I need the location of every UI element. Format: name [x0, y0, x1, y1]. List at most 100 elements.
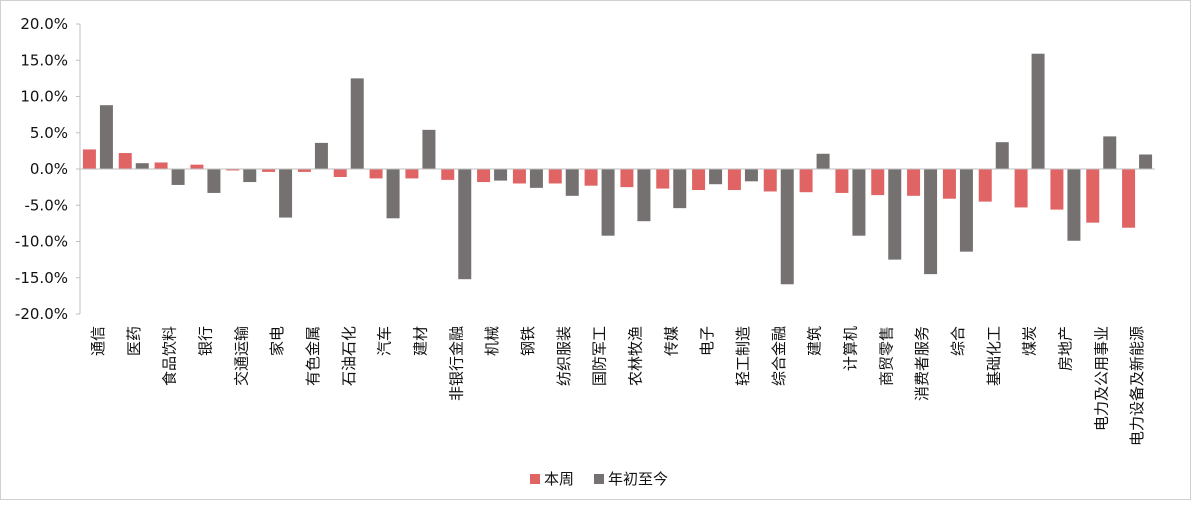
x-tick-label: 医药: [125, 326, 143, 356]
bar-this-week-9: [405, 169, 419, 179]
bar-ytd-20: [816, 153, 830, 169]
bar-this-week-22: [871, 169, 885, 196]
bar-ytd-23: [924, 169, 938, 275]
bar-ytd-29: [1139, 154, 1153, 169]
bar-ytd-4: [243, 169, 257, 183]
bar-ytd-24: [959, 169, 973, 252]
bar-this-week-5: [262, 169, 276, 172]
bar-ytd-19: [780, 169, 794, 285]
x-tick-label: 建材: [411, 326, 429, 356]
y-axis: 20.0% 15.0% 10.0% 5.0% 0.0% -5.0% -10.0% -15.0%…: [15, 15, 81, 323]
x-tick-label: 建筑: [806, 326, 824, 356]
x-tick-label: 汽车: [376, 326, 394, 356]
bars: [82, 53, 1153, 285]
x-tick-label: 非银行金融: [447, 326, 465, 401]
bar-ytd-10: [458, 169, 472, 280]
x-tick-label: 家电: [268, 326, 286, 356]
x-tick-label: 商贸零售: [877, 326, 895, 386]
x-tick-label: 综合: [949, 326, 967, 356]
bar-this-week-6: [297, 169, 311, 172]
x-tick-label: 机械: [483, 326, 501, 356]
bar-ytd-17: [709, 169, 723, 185]
legend-swatch-0: [530, 474, 540, 484]
bar-ytd-21: [852, 169, 866, 236]
x-tick-label: 轻工制造: [734, 326, 752, 386]
bar-this-week-27: [1050, 169, 1064, 210]
legend-swatch-1: [594, 474, 604, 484]
bar-this-week-26: [1014, 169, 1028, 208]
y-tick-label: 20.0%: [20, 15, 68, 33]
x-tick-label: 传媒: [662, 326, 680, 356]
bar-ytd-2: [171, 169, 185, 185]
x-tick-label: 综合金融: [770, 326, 788, 386]
x-tick-label: 消费者服务: [913, 326, 931, 401]
bar-this-week-10: [441, 169, 455, 180]
bar-ytd-22: [888, 169, 902, 260]
x-tick-label: 煤炭: [1021, 326, 1039, 356]
x-tick-label: 纺织服装: [555, 326, 573, 386]
bar-this-week-16: [656, 169, 670, 189]
x-tick-label: 石油石化: [340, 326, 358, 386]
bar-this-week-23: [907, 169, 921, 196]
y-tick-label: -10.0%: [15, 233, 68, 251]
bar-ytd-13: [565, 169, 579, 196]
bar-this-week-24: [942, 169, 956, 199]
x-tick-label: 银行: [196, 326, 214, 356]
bar-ytd-5: [279, 169, 293, 218]
legend-label-1: 年初至今: [608, 470, 668, 488]
x-tick-label: 有色金属: [304, 326, 322, 386]
bar-ytd-11: [494, 169, 508, 181]
bar-ytd-8: [386, 169, 400, 219]
legend-label-0: 本周: [544, 470, 574, 488]
bar-ytd-25: [995, 142, 1009, 169]
x-tick-label: 国防军工: [591, 326, 609, 386]
bar-ytd-15: [637, 169, 651, 222]
bar-this-week-4: [226, 169, 240, 171]
bar-this-week-25: [978, 169, 992, 202]
bar-ytd-27: [1067, 169, 1081, 241]
bar-ytd-9: [422, 129, 436, 169]
bar-ytd-16: [673, 169, 687, 209]
bar-this-week-15: [620, 169, 634, 188]
bar-this-week-18: [727, 169, 741, 191]
x-tick-label: 房地产: [1056, 326, 1074, 371]
bar-ytd-7: [350, 78, 364, 170]
y-tick-label: 15.0%: [20, 51, 68, 69]
x-tick-label: 农林牧渔: [626, 326, 644, 386]
x-tick-label: 食品饮料: [161, 326, 179, 386]
bar-ytd-14: [601, 169, 615, 236]
bar-this-week-2: [154, 162, 168, 169]
y-tick-label: 5.0%: [30, 124, 68, 142]
y-tick-label: -20.0%: [15, 305, 68, 323]
bar-ytd-26: [1031, 53, 1045, 169]
y-tick-label: 10.0%: [20, 88, 68, 106]
legend: 本周 年初至今: [530, 470, 668, 488]
bar-this-week-29: [1122, 169, 1136, 228]
bar-ytd-12: [529, 169, 543, 188]
x-tick-label: 交通运输: [232, 326, 250, 386]
bar-this-week-21: [835, 169, 849, 193]
bar-this-week-17: [692, 169, 706, 191]
x-tick-label: 电子: [698, 326, 716, 356]
y-tick-label: -5.0%: [24, 196, 68, 214]
x-tick-label: 电力设备及新能源: [1128, 326, 1146, 446]
bar-this-week-19: [763, 169, 777, 192]
bar-ytd-0: [99, 105, 113, 169]
bar-ytd-18: [744, 169, 758, 182]
bar-ytd-28: [1103, 136, 1117, 170]
y-tick-label: -15.0%: [15, 269, 68, 287]
bar-ytd-3: [207, 169, 221, 193]
bar-this-week-12: [512, 169, 526, 184]
bar-this-week-1: [118, 153, 132, 169]
bar-this-week-28: [1086, 169, 1100, 223]
bar-ytd-1: [135, 163, 149, 169]
bar-ytd-6: [314, 142, 328, 169]
bar-this-week-0: [82, 149, 96, 169]
x-tick-label: 基础化工: [985, 326, 1003, 386]
x-tick-label: 电力及公用事业: [1092, 326, 1110, 431]
x-axis: 通信 医药 食品饮料 银行 交通运输 家电 有色金属 石油石化 汽车 建材 非银行金融 机械 钢铁 纺织服…: [80, 168, 1155, 446]
bar-this-week-14: [584, 169, 598, 186]
x-tick-label: 计算机: [841, 326, 859, 371]
